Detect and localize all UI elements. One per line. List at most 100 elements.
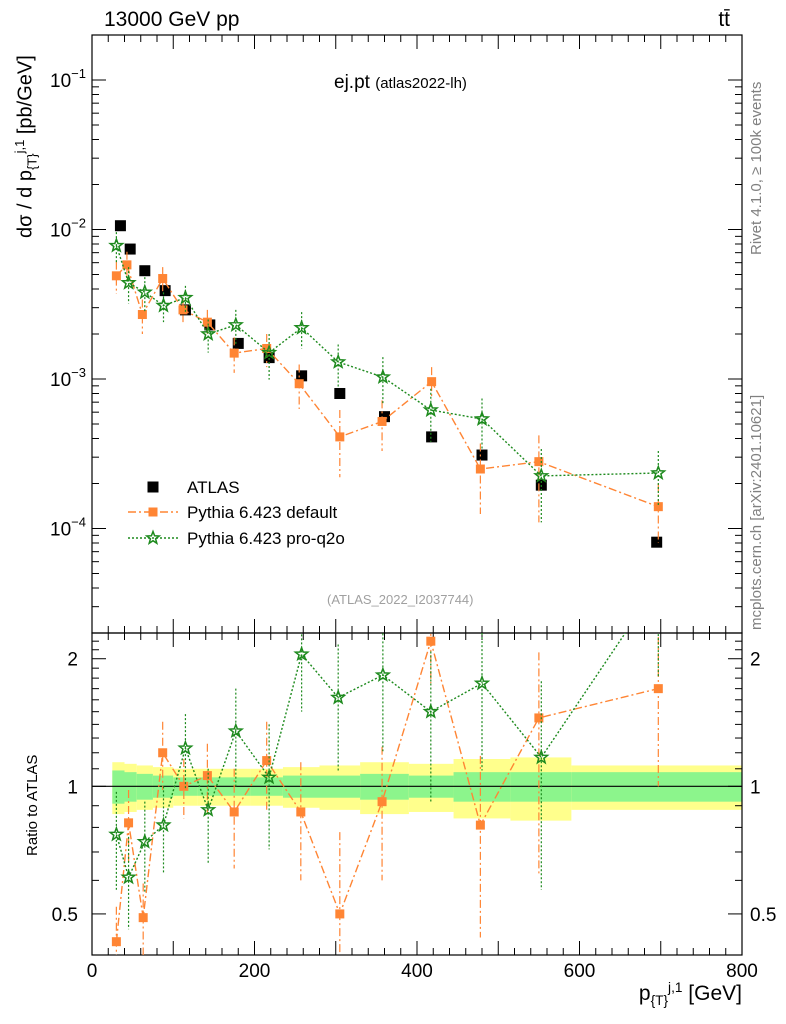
main-y-tick-label-base: 10	[50, 71, 71, 92]
plot-title-text: ej.pt	[334, 72, 370, 93]
main-y-tick-label-base: 10	[50, 370, 71, 391]
energy-label: 13000 GeV pp	[104, 8, 240, 31]
atlas-main-point	[426, 431, 438, 443]
pythia-default-ratio-point	[534, 713, 544, 723]
pythia-pro-q2o-main-point	[293, 319, 310, 335]
main-y-tick-label: 10−2	[50, 216, 86, 242]
main-y-tick-label-base: 10	[50, 520, 71, 541]
pythia-pro-q2o-ratio-point	[260, 768, 278, 785]
ratio-y-tick-label: 1	[67, 777, 78, 798]
pythia-default-ratio-point	[296, 807, 306, 817]
pythia-default-main-point	[653, 502, 663, 512]
pythia-pro-q2o-main-point	[650, 464, 667, 481]
main-series-layer	[108, 220, 667, 548]
pythia-pro-q2o-main-line	[115, 245, 659, 477]
rivet-version-label: Rivet 4.1.0, ≥ 100k events	[748, 81, 765, 255]
pythia-default-main-point	[534, 457, 544, 467]
pythia-default-ratio-point	[262, 756, 272, 766]
pythia-default-main-point	[262, 343, 272, 353]
legend-label-pythia-pro-q2o: Pythia 6.423 pro-q2o	[187, 529, 345, 548]
legend: ATLAS Pythia 6.423 default Pythia 6.423 pr…	[128, 478, 345, 548]
main-y-axis-label-unit: [pb/GeV]	[14, 55, 37, 140]
atlas-main-point	[379, 411, 390, 423]
source-label: mcplots.cern.ch [arXiv:2401.10621]	[748, 394, 765, 630]
pythia-default-ratio-line	[115, 638, 659, 942]
pythia-default-ratio-point	[179, 781, 189, 791]
pythia-pro-q2o-ratio-point	[227, 722, 245, 739]
atlas-main-point	[139, 265, 151, 277]
main-y-tick-label: 10−4	[50, 515, 86, 541]
main-y-tick-label-exponent: −4	[71, 515, 86, 530]
pythia-pro-q2o-main-point	[227, 316, 245, 332]
main-y-axis-label-text: dσ / d p	[14, 170, 37, 238]
pythia-default-main-point	[294, 379, 304, 389]
ratio-y-tick-label-right: 2	[750, 650, 761, 671]
main-y-axis-label: dσ / d p{T}j,1 [pb/GeV]	[12, 55, 40, 238]
pythia-default-main-point	[377, 416, 387, 426]
pythia-pro-q2o-main-point	[199, 325, 217, 342]
pythia-pro-q2o-main-point	[533, 467, 550, 483]
atlas-main-point	[476, 449, 488, 461]
atlas-main-point	[159, 285, 171, 297]
ratio-y-tick-label: 0.5	[52, 905, 78, 926]
pythia-default-main-point	[427, 377, 437, 387]
pythia-pro-q2o-ratio-point	[533, 748, 550, 765]
main-y-tick-label: 10−3	[50, 365, 86, 391]
pythia-default-main-point	[137, 310, 147, 320]
pythia-pro-q2o-main-point	[120, 274, 137, 290]
pythia-pro-q2o-ratio-point	[293, 645, 310, 662]
main-y-axis-label-sup: j,1	[12, 139, 27, 154]
pythia-pro-q2o-ratio-point	[652, 578, 664, 590]
pythia-pro-q2o-main-point	[136, 283, 154, 300]
pythia-default-main-point	[475, 464, 485, 474]
ratio-uncertainty-bands	[92, 757, 742, 821]
ratio-clipped-group	[108, 578, 664, 955]
pythia-default-main-point	[229, 348, 239, 358]
pythia-default-ratio-point	[111, 937, 121, 947]
main-y-tick-label-exponent: −3	[71, 365, 86, 380]
atlas-main-point	[263, 352, 275, 364]
atlas-main-point	[296, 370, 308, 382]
pythia-pro-q2o-ratio-point	[108, 825, 125, 842]
x-tick-label: 800	[726, 961, 758, 982]
legend-marker-pythia-pro-q2o	[144, 529, 162, 546]
pythia-pro-q2o-main-point	[155, 296, 172, 313]
pythia-default-main-point	[158, 274, 168, 284]
pythia-pro-q2o-ratio-point	[155, 816, 172, 833]
main-y-tick-label: 10−1	[50, 66, 86, 92]
ratio-series-layer	[108, 578, 664, 955]
legend-marker-pythia-default	[148, 507, 158, 517]
atlas-main-point	[232, 337, 244, 349]
pythia-default-ratio-point	[229, 807, 239, 817]
process-label: tt̄	[718, 8, 730, 31]
inner-band-segment	[112, 770, 125, 804]
pythia-default-main-point	[202, 317, 212, 327]
pythia-pro-q2o-ratio-point	[329, 688, 347, 705]
pythia-pro-q2o-main-point	[473, 410, 491, 427]
pythia-default-ratio-point	[202, 771, 212, 781]
pythia-pro-q2o-main-point	[374, 368, 392, 385]
atlas-main-point	[114, 220, 126, 232]
legend-marker-atlas	[147, 481, 159, 493]
pythia-default-main-point	[178, 305, 188, 315]
pythia-default-main-point	[335, 432, 345, 442]
atlas-main-point	[334, 387, 346, 399]
main-y-axis-label-sub: {T}	[24, 153, 40, 171]
ratio-y-tick-label-right: 0.5	[750, 905, 776, 926]
x-tick-label: 600	[564, 961, 596, 982]
x-axis-label: p{T}j,1 [GeV]	[639, 980, 742, 1008]
atlas-main-point	[651, 536, 663, 548]
pythia-pro-q2o-ratio-point	[473, 674, 491, 691]
pythia-default-main-point	[122, 260, 132, 270]
plot-title: ej.pt (atlas2022-lh)	[334, 72, 467, 94]
pythia-pro-q2o-main-point	[177, 288, 194, 305]
x-tick-label: 200	[239, 961, 271, 982]
pythia-pro-q2o-ratio-point	[374, 666, 392, 683]
x-tick-label: 400	[401, 961, 433, 982]
x-axis-label-sup: j,1	[668, 980, 683, 995]
pythia-default-ratio-point	[158, 748, 168, 758]
plot-subtitle: (atlas2022-lh)	[375, 75, 467, 92]
pythia-pro-q2o-ratio-point	[199, 801, 217, 817]
